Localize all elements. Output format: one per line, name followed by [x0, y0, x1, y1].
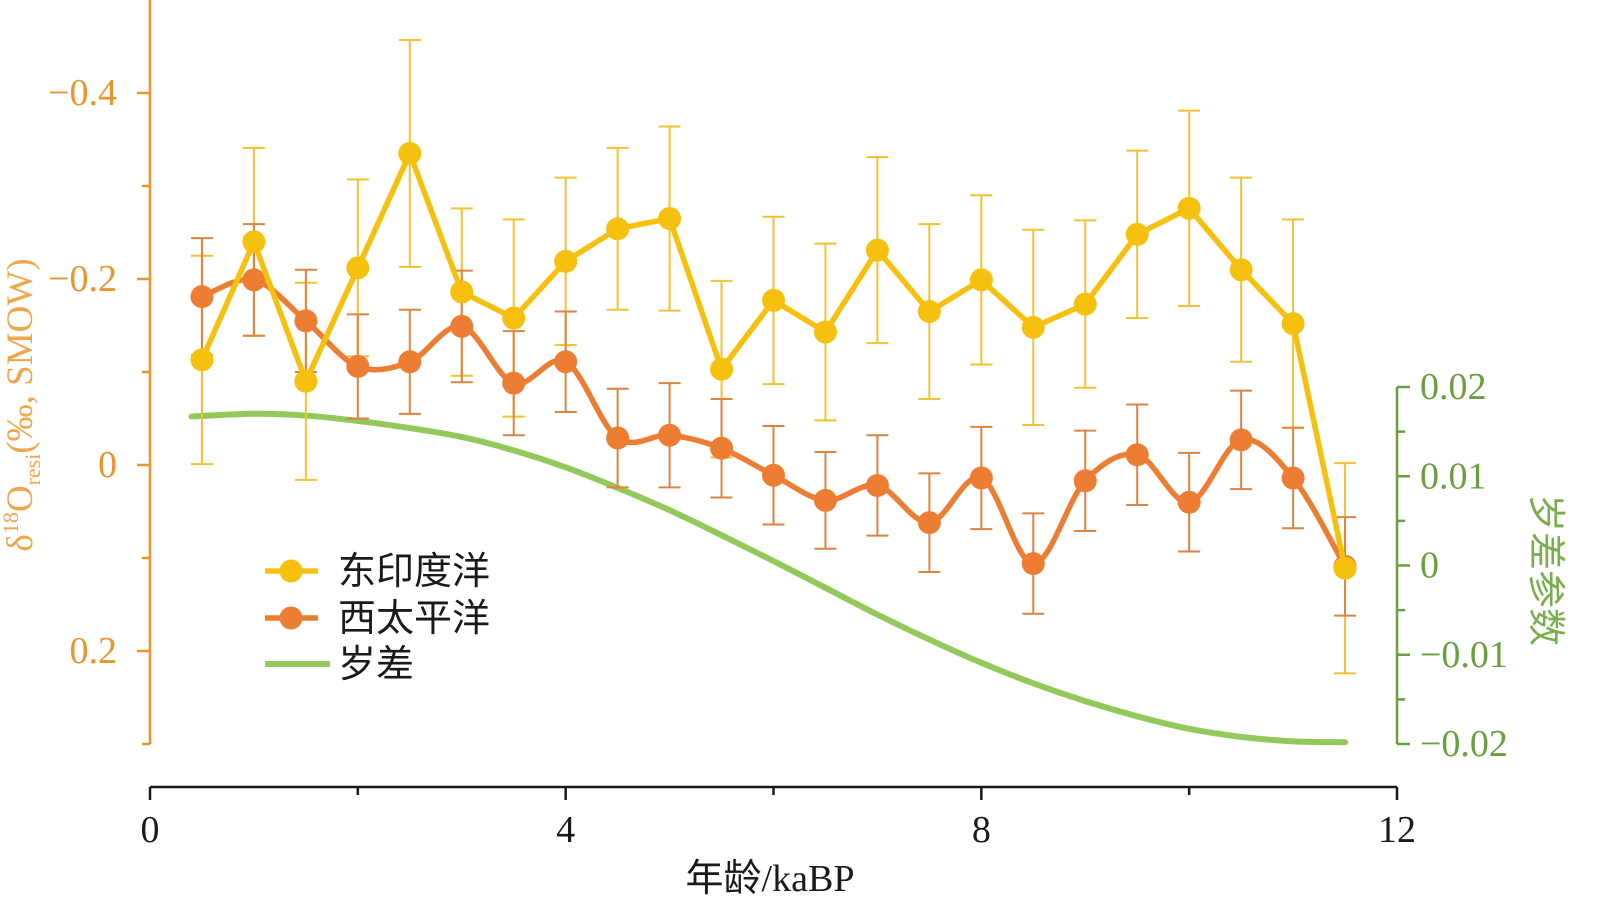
east-indian-ocean-point: [969, 268, 993, 292]
west-pacific-point: [762, 463, 785, 487]
east-indian-ocean-point: [1177, 196, 1201, 220]
east-indian-ocean-point: [1021, 315, 1045, 339]
y-right-axis-label: 岁差参数: [1524, 494, 1566, 646]
east-indian-ocean-point: [554, 249, 578, 273]
west-pacific-point: [1125, 443, 1149, 467]
west-pacific-point: [294, 309, 318, 333]
y-left-axis-label-subscript: resi: [20, 454, 45, 486]
precession-line: [188, 410, 1349, 746]
west-pacific-point: [242, 268, 266, 292]
west-pacific-point: [969, 466, 993, 490]
legend: 东印度洋 西太平洋 岁差: [265, 551, 490, 686]
east-indian-ocean-point: [450, 280, 474, 304]
legend-swatch-marker: [279, 559, 303, 583]
east-indian-ocean-point: [658, 207, 682, 231]
west-pacific-point: [1021, 552, 1045, 576]
east-indian-ocean-point: [294, 369, 318, 393]
west-pacific-point: [346, 354, 370, 378]
east-indian-ocean-point: [1333, 556, 1357, 580]
y-left-tick-label: 0.2: [70, 630, 118, 672]
east-indian-ocean-point: [813, 320, 837, 344]
precession-series: [188, 410, 1349, 746]
east-indian-ocean-point: [1125, 222, 1149, 246]
legend-item-west-pacific: 西太平洋: [265, 598, 490, 640]
legend-item-east-indian-ocean: 东印度洋: [265, 551, 490, 593]
west-pacific-point: [1229, 428, 1253, 452]
legend-label: 西太平洋: [338, 598, 490, 640]
x-tick-label: 8: [972, 809, 991, 851]
y-left-tick-label: −0.2: [48, 258, 117, 300]
east-indian-ocean-point: [242, 230, 266, 254]
east-indian-ocean-point: [502, 306, 526, 330]
east-indian-ocean-point: [710, 357, 734, 381]
east-indian-ocean-point: [1229, 258, 1253, 282]
y-left-axis-label-prefix: δ: [0, 534, 41, 551]
east-indian-ocean-point: [865, 238, 889, 262]
west-pacific-point: [710, 436, 734, 460]
west-pacific-point: [398, 350, 422, 374]
west-pacific-point: [606, 426, 630, 450]
y-right-tick-label: −0.01: [1420, 634, 1508, 676]
y-left-tick-label: 0: [98, 444, 117, 486]
west-pacific-point: [554, 350, 578, 374]
east-indian-ocean-point: [762, 288, 785, 312]
legend-label: 东印度洋: [338, 551, 490, 593]
y-right-tick-label: 0.02: [1420, 366, 1487, 408]
east-indian-ocean-point: [346, 256, 370, 280]
west-pacific-point: [190, 285, 214, 309]
legend-swatch-marker: [279, 606, 303, 630]
x-tick-label: 4: [556, 809, 575, 851]
y-right-tick-label: 0: [1420, 545, 1439, 587]
east-indian-ocean-point: [398, 141, 422, 165]
west-pacific-point: [658, 423, 682, 447]
west-pacific-point: [1073, 469, 1097, 493]
x-tick-label: 12: [1378, 809, 1416, 851]
west-pacific-point: [917, 511, 941, 535]
west-pacific-point: [1177, 490, 1201, 514]
west-pacific-point: [502, 371, 526, 395]
y-right-tick-label: −0.02: [1420, 723, 1508, 765]
y-right-tick-label: 0.01: [1420, 455, 1487, 497]
y-left-axis-label-superscript: 18: [0, 512, 23, 534]
east-indian-ocean-point: [606, 217, 630, 241]
west-pacific-point: [813, 488, 837, 512]
y-left-axis-label-suffix: (‰, SMOW): [0, 258, 41, 453]
east-indian-ocean-point: [190, 348, 214, 372]
legend-label: 岁差: [338, 644, 414, 686]
east-indian-ocean-point: [1073, 292, 1097, 316]
y-left-axis-label-main: O: [0, 485, 41, 512]
west-pacific-point: [450, 314, 474, 338]
y-left-axis-label: δ18Oresi(‰, SMOW): [0, 258, 45, 551]
east-indian-ocean-point: [1281, 312, 1305, 336]
legend-item-precession: 岁差: [265, 644, 414, 686]
x-axis-label: 年龄/kaBP: [686, 858, 855, 900]
axes: 0 4 8 12 −0.4 −0.2 0 0.2 0.02 0.01 0 −0.01 −0.02: [48, 0, 1508, 851]
west-pacific-point: [865, 473, 889, 497]
east-indian-ocean-point: [917, 300, 941, 324]
x-tick-label: 0: [141, 809, 160, 851]
y-left-tick-label: −0.4: [48, 72, 117, 114]
west-pacific-point: [1281, 466, 1305, 490]
east-indian-ocean-series: [190, 141, 1357, 580]
